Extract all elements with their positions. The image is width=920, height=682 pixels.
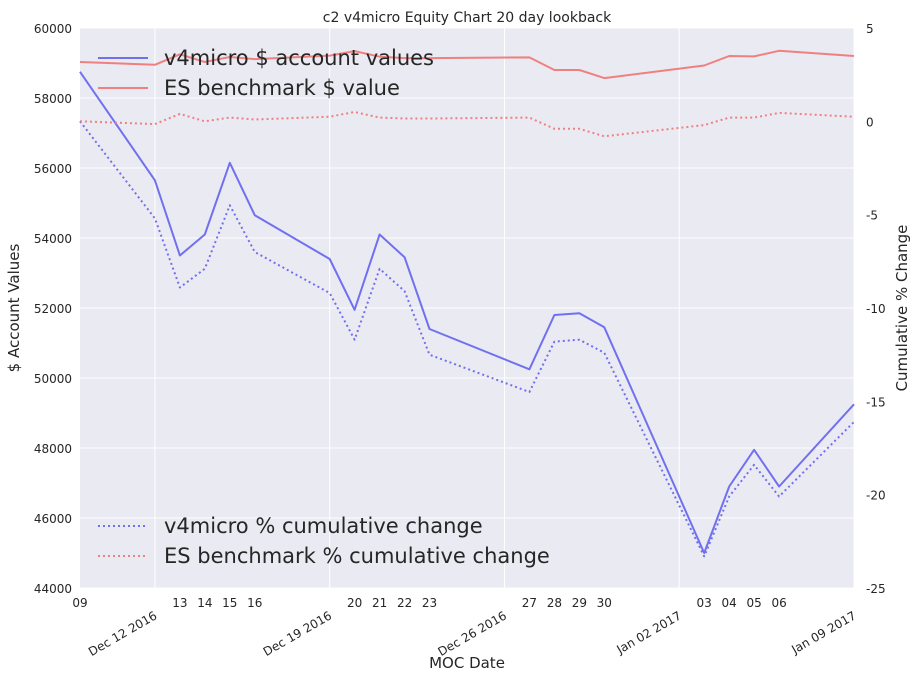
x-tick-label-minor: 21 xyxy=(372,596,387,610)
x-tick-label-minor: 05 xyxy=(746,596,761,610)
series-line-0 xyxy=(79,71,855,554)
y-tick-label-left: 54000 xyxy=(34,232,72,246)
x-tick-label-minor: 29 xyxy=(572,596,587,610)
x-tick-label-minor: 15 xyxy=(222,596,237,610)
x-tick-label-minor: 13 xyxy=(172,596,187,610)
legend-lower: v4micro % cumulative change ES benchmark… xyxy=(98,514,550,568)
x-tick-label-minor: 28 xyxy=(547,596,562,610)
legend-label-v4micro-pct: v4micro % cumulative change xyxy=(164,514,483,538)
legend-label-v4micro-dollar: v4micro $ account values xyxy=(164,46,434,70)
y-tick-label-left: 46000 xyxy=(34,512,72,526)
x-tick-label-minor: 20 xyxy=(347,596,362,610)
y-axis-label-left: $ Account Values xyxy=(5,243,23,372)
series-line-2 xyxy=(79,120,855,558)
x-tick-label-minor: 04 xyxy=(722,596,737,610)
y-tick-label-right: 0 xyxy=(866,115,874,129)
y-tick-label-right: 5 xyxy=(866,22,874,36)
x-tick-label-minor: 14 xyxy=(197,596,212,610)
y-tick-label-left: 58000 xyxy=(34,92,72,106)
y-tick-label-right: -20 xyxy=(866,489,886,503)
legend-label-es-dollar: ES benchmark $ value xyxy=(164,76,400,100)
x-tick-label-minor: 30 xyxy=(597,596,612,610)
series-line-1 xyxy=(79,49,855,80)
y-tick-label-right: -25 xyxy=(866,582,886,596)
y-tick-label-left: 56000 xyxy=(34,162,72,176)
y-tick-label-left: 52000 xyxy=(34,302,72,316)
x-tick-label-minor: 27 xyxy=(522,596,537,610)
x-tick-label-minor: 16 xyxy=(247,596,262,610)
y-tick-label-left: 48000 xyxy=(34,442,72,456)
series-lines xyxy=(79,49,855,558)
y-tick-label-left: 60000 xyxy=(34,22,72,36)
legend-label-es-pct: ES benchmark % cumulative change xyxy=(164,544,550,568)
y-tick-label-left: 44000 xyxy=(34,582,72,596)
x-tick-label-major: Dec 19 2016 xyxy=(261,608,334,658)
x-tick-label-minor: 06 xyxy=(771,596,786,610)
grid-lines xyxy=(80,27,855,589)
x-tick-label-minor: 03 xyxy=(697,596,712,610)
y-tick-label-right: -5 xyxy=(866,209,878,223)
x-tick-label-minor: 09 xyxy=(72,596,87,610)
y-tick-label-left: 50000 xyxy=(34,372,72,386)
x-tick-label-major: Dec 12 2016 xyxy=(86,608,159,658)
y-tick-label-right: -10 xyxy=(866,302,886,316)
x-tick-label-major: Jan 02 2017 xyxy=(614,608,684,657)
chart-title: c2 v4micro Equity Chart 20 day lookback xyxy=(323,10,612,26)
x-tick-label-major: Dec 26 2016 xyxy=(436,608,509,658)
y-tick-label-right: -15 xyxy=(866,395,886,409)
x-tick-label-minor: 22 xyxy=(397,596,412,610)
x-tick-label-minor: 23 xyxy=(422,596,437,610)
series-line-3 xyxy=(79,111,855,138)
y-axis-label-right: Cumulative % Change xyxy=(893,225,911,392)
legend-upper: v4micro $ account values ES benchmark $ … xyxy=(98,46,434,100)
x-axis-label: MOC Date xyxy=(429,654,505,672)
x-tick-label-major: Jan 09 2017 xyxy=(788,608,858,657)
